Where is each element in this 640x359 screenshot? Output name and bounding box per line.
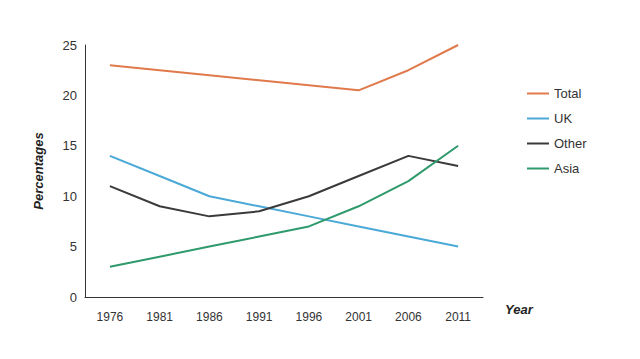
svg-text:2006: 2006 — [395, 310, 422, 324]
svg-text:5: 5 — [70, 239, 77, 254]
svg-text:20: 20 — [63, 88, 77, 103]
svg-text:Asia: Asia — [554, 161, 580, 176]
svg-text:15: 15 — [63, 138, 77, 153]
svg-text:Year: Year — [505, 302, 534, 317]
svg-text:1996: 1996 — [296, 310, 323, 324]
svg-text:10: 10 — [63, 189, 77, 204]
svg-text:1981: 1981 — [146, 310, 173, 324]
svg-text:1976: 1976 — [97, 310, 124, 324]
svg-text:UK: UK — [554, 111, 572, 126]
svg-text:Total: Total — [554, 86, 582, 101]
svg-text:1991: 1991 — [246, 310, 273, 324]
svg-text:25: 25 — [63, 38, 77, 53]
svg-text:0: 0 — [70, 290, 77, 305]
svg-text:Percentages: Percentages — [31, 132, 46, 209]
svg-text:2001: 2001 — [345, 310, 372, 324]
svg-text:1986: 1986 — [196, 310, 223, 324]
svg-text:2011: 2011 — [445, 310, 471, 324]
svg-text:Other: Other — [554, 136, 587, 151]
